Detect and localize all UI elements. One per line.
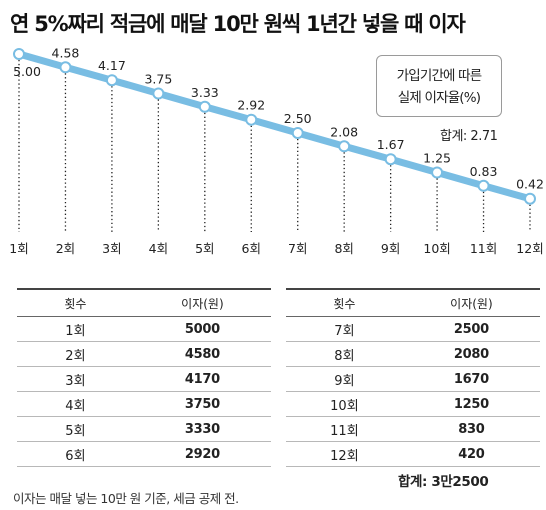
row-count: 7회	[286, 316, 403, 342]
legend-box: 가입기간에 따른 실제 이자율(%)	[376, 55, 502, 117]
rate-total-label: 합계: 2.71	[440, 129, 498, 144]
row-count: 11회	[286, 416, 403, 442]
table-row: 11회 830	[286, 416, 540, 442]
row-interest: 2500	[402, 316, 540, 342]
row-count: 9회	[286, 366, 403, 392]
data-point	[105, 74, 118, 87]
table-row: 3회 4170	[17, 366, 271, 392]
header-interest: 이자(원)	[133, 288, 271, 317]
table-row: 8회 2080	[286, 341, 540, 367]
line-chart: 5.00 4.58 4.17 3.75 3.33 2.92 2.50 2.08 1.67 1.25…	[9, 45, 544, 256]
table-row: 4회 3750	[17, 391, 271, 417]
x-tick-label: 8회	[334, 241, 353, 256]
table-header-row: 횟수 이자(원)	[17, 288, 271, 317]
table-header-row: 횟수 이자(원)	[286, 288, 540, 317]
x-tick-label: 3회	[102, 241, 121, 256]
data-point	[524, 192, 536, 205]
table-row: 1회 5000	[17, 316, 271, 342]
legend-line-1: 가입기간에 따른	[396, 68, 483, 84]
x-tick-label: 2회	[56, 241, 75, 256]
row-interest: 4580	[133, 341, 271, 367]
data-label: 2.50	[284, 111, 312, 126]
data-label: 3.33	[191, 85, 219, 100]
row-count: 2회	[17, 341, 134, 367]
data-point	[198, 100, 211, 113]
row-count: 12회	[286, 441, 403, 467]
table-row: 5회 3330	[17, 416, 271, 442]
row-interest: 5000	[133, 316, 271, 342]
legend-line-2: 실제 이자율(%)	[397, 90, 481, 106]
row-count: 4회	[17, 391, 134, 417]
data-point	[338, 140, 351, 153]
row-count: 10회	[286, 391, 403, 417]
header-count: 횟수	[286, 288, 403, 317]
table-row: 6회 2920	[17, 441, 271, 467]
data-point	[13, 48, 25, 60]
table-row: 9회 1670	[286, 366, 540, 392]
row-interest: 1670	[402, 366, 540, 392]
data-label: 2.08	[330, 124, 358, 139]
x-tick-label: 6회	[242, 241, 261, 256]
x-tick-label: 7회	[288, 241, 307, 256]
row-interest: 830	[402, 416, 540, 442]
data-label: 4.58	[52, 45, 80, 60]
data-point	[59, 61, 72, 74]
row-count: 5회	[17, 416, 134, 442]
footnote: 이자는 매달 넣는 10만 원 기준, 세금 공제 전.	[13, 491, 239, 506]
data-point	[245, 113, 258, 126]
row-interest: 4170	[133, 366, 271, 392]
row-count: 8회	[286, 341, 403, 367]
data-label: 0.83	[470, 164, 498, 179]
row-interest: 2080	[402, 341, 540, 367]
header-interest: 이자(원)	[402, 288, 540, 317]
row-count: 3회	[17, 366, 134, 392]
data-label: 5.00	[13, 64, 41, 79]
row-interest: 1250	[402, 391, 540, 417]
x-tick-label: 4회	[149, 241, 168, 256]
row-interest: 3330	[133, 416, 271, 442]
table-row: 2회 4580	[17, 341, 271, 367]
data-point	[152, 87, 165, 100]
data-label: 2.92	[237, 98, 265, 113]
x-tick-label: 12회	[516, 241, 543, 256]
data-point	[477, 179, 490, 192]
x-tick-label: 10회	[423, 241, 450, 256]
data-label: 4.17	[98, 58, 126, 73]
data-point	[384, 153, 397, 166]
data-label: 3.75	[144, 72, 172, 87]
data-point	[291, 127, 304, 139]
table-row: 10회 1250	[286, 391, 540, 417]
header-count: 횟수	[17, 288, 134, 317]
interest-table-right: 횟수 이자(원) 7회 2500 8회 2080 9회 1670 10회 1250 11…	[286, 288, 540, 467]
chart-title: 연 5%짜리 적금에 매달 10만 원씩 1년간 넣을 때 이자	[10, 12, 466, 36]
row-count: 6회	[17, 441, 134, 467]
table-row: 12회 420	[286, 441, 540, 467]
x-tick-label: 11회	[470, 241, 497, 256]
data-point	[431, 166, 444, 179]
row-count: 1회	[17, 316, 134, 342]
interest-sum: 합계: 3만2500	[398, 474, 489, 490]
table-row: 7회 2500	[286, 316, 540, 342]
x-tick-label: 1회	[9, 241, 28, 256]
row-interest: 2920	[133, 441, 271, 467]
data-label: 1.25	[423, 151, 451, 166]
data-label: 1.67	[377, 137, 405, 152]
series-line	[15, 50, 534, 203]
data-label: 0.42	[516, 177, 544, 192]
x-tick-label: 5회	[195, 241, 214, 256]
row-interest: 3750	[133, 391, 271, 417]
x-tick-label: 9회	[381, 241, 400, 256]
interest-table-left: 횟수 이자(원) 1회 5000 2회 4580 3회 4170 4회 3750 5회 3…	[17, 288, 271, 467]
row-interest: 420	[402, 441, 540, 467]
